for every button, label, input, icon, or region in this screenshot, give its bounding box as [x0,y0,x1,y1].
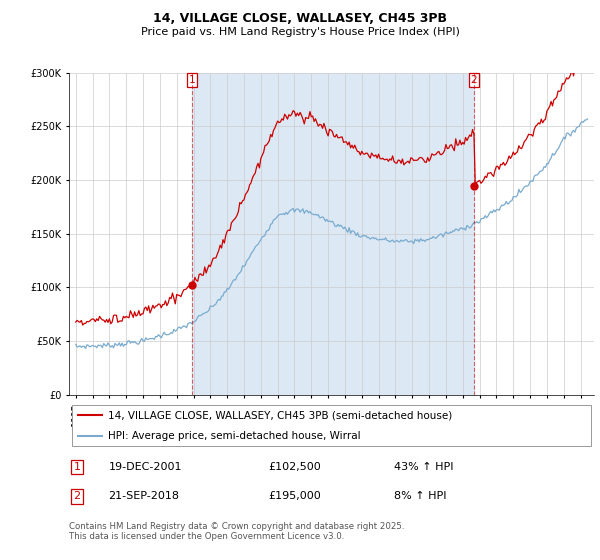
Text: 2: 2 [470,75,477,85]
Text: 14, VILLAGE CLOSE, WALLASEY, CH45 3PB: 14, VILLAGE CLOSE, WALLASEY, CH45 3PB [153,12,447,25]
FancyBboxPatch shape [71,405,592,446]
Text: Price paid vs. HM Land Registry's House Price Index (HPI): Price paid vs. HM Land Registry's House … [140,27,460,38]
Text: £102,500: £102,500 [269,462,321,472]
Text: 21-SEP-2018: 21-SEP-2018 [109,491,179,501]
Text: Contains HM Land Registry data © Crown copyright and database right 2025.
This d: Contains HM Land Registry data © Crown c… [69,522,404,542]
Text: £195,000: £195,000 [269,491,321,501]
Text: 1: 1 [189,75,196,85]
Text: 14, VILLAGE CLOSE, WALLASEY, CH45 3PB (semi-detached house): 14, VILLAGE CLOSE, WALLASEY, CH45 3PB (s… [109,410,452,421]
Bar [192,73,474,395]
Text: 43% ↑ HPI: 43% ↑ HPI [395,462,454,472]
Text: 19-DEC-2001: 19-DEC-2001 [109,462,182,472]
Text: 2: 2 [73,491,80,501]
Text: HPI: Average price, semi-detached house, Wirral: HPI: Average price, semi-detached house,… [109,431,361,441]
Text: 8% ↑ HPI: 8% ↑ HPI [395,491,447,501]
Text: 1: 1 [73,462,80,472]
